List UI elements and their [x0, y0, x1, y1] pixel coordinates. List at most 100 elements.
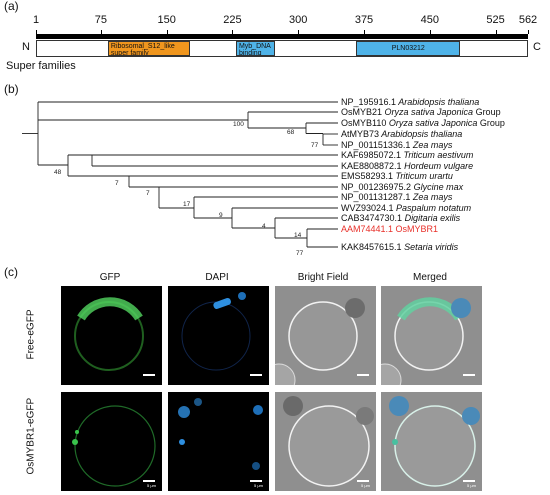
column-title-merged: Merged — [413, 272, 447, 283]
column-title-gfp: GFP — [99, 272, 121, 283]
taxon-label: OsMYB110 Oryza sativa Japonica Group — [341, 118, 505, 128]
tick-label: 450 — [420, 14, 439, 26]
scale-bar — [250, 374, 262, 376]
tree-branches — [22, 101, 338, 248]
taxon-label: NP_001151336.1 Zea mays — [341, 140, 453, 150]
taxon-accession: NP_001131287.1 — [341, 192, 410, 202]
taxon-species: Triticum urartu — [393, 171, 453, 181]
taxon-accession: KAF6985072.1 — [341, 150, 401, 160]
scale-label: 5 μm — [467, 483, 476, 488]
micrograph-osmybr1-egfp-bright-field: 5 μm — [275, 392, 376, 491]
micrograph-free-egfp-gfp — [61, 286, 162, 385]
taxon-label: KAE8808872.1 Hordeum vulgare — [341, 161, 473, 171]
tick-mark — [528, 30, 529, 34]
taxon-label: AAM74441.1 OsMYBR1 — [341, 224, 438, 234]
taxon-label: WVZ93024.1 Paspalum notatum — [341, 203, 472, 213]
scale-label: 5 μm — [361, 483, 370, 488]
n-terminus-label: N — [22, 41, 30, 53]
cell-outline — [275, 298, 365, 385]
taxon-species: Setaria viridis — [402, 242, 459, 252]
domain-1: Ribosomal_S12_like super family — [107, 41, 191, 56]
micrograph-free-egfp-bright-field — [275, 286, 376, 385]
taxon-suffix: Group — [473, 107, 501, 117]
tick-label: 375 — [354, 14, 374, 26]
micrograph-osmybr1-egfp-gfp: 5 μm — [61, 392, 162, 491]
dapi-signal — [181, 292, 251, 371]
tick-label: 525 — [486, 14, 505, 26]
scale-bar — [357, 480, 369, 482]
tick-label: 150 — [157, 14, 176, 26]
gfp-signal — [72, 405, 156, 487]
tick-label: 1 — [32, 14, 40, 26]
column-title-dapi: DAPI — [205, 272, 229, 283]
taxon-accession: EMS58293.1 — [341, 171, 393, 181]
tick-mark — [36, 30, 37, 34]
tick-mark — [298, 30, 300, 34]
taxon-species: Oryza sativa Japonica — [386, 118, 477, 128]
taxon-species: Arabidopsis thaliana — [379, 129, 462, 139]
taxon-accession: NP_195916.1 — [341, 97, 396, 107]
bootstrap-value: 4 — [262, 223, 266, 230]
micrograph-free-egfp-merged — [381, 286, 482, 385]
bootstrap-value: 77 — [296, 250, 304, 257]
sequence-axis — [36, 34, 528, 39]
micrograph-osmybr1-egfp-dapi: 5 μm — [168, 392, 269, 491]
tick-mark — [429, 30, 431, 34]
bootstrap-value: 68 — [287, 129, 295, 136]
c-terminus-label: C — [533, 41, 541, 53]
taxon-accession: OsMYB110 — [341, 118, 386, 128]
row-title-free-egfp: Free-eGFP — [25, 309, 37, 360]
taxon-species: Zea mays — [410, 140, 453, 150]
scale-bar — [143, 480, 155, 482]
bootstrap-value: 17 — [183, 201, 191, 208]
taxon-accession: KAE8808872.1 — [341, 161, 402, 171]
super-families-label: Super families — [6, 60, 76, 72]
taxon-accession: KAK8457615.1 — [341, 242, 402, 252]
taxon-species: Oryza sativa Japonica — [382, 107, 473, 117]
merged-signal — [389, 396, 480, 487]
scale-bar — [463, 480, 475, 482]
tick-mark — [166, 30, 168, 34]
taxon-label: NP_001236975.2 Glycine max — [341, 182, 464, 192]
tick-label: 300 — [289, 14, 308, 26]
taxon-species: Zea mays — [410, 192, 453, 202]
taxon-accession: WVZ93024.1 — [341, 203, 394, 213]
taxon-label: EMS58293.1 Triticum urartu — [341, 171, 453, 181]
taxon-species: Arabidopsis thaliana — [396, 97, 479, 107]
tick-mark — [232, 30, 234, 34]
merged-signal — [381, 297, 471, 385]
bootstrap-value: 9 — [219, 212, 223, 219]
taxon-label: OsMYB21 Oryza sativa Japonica Group — [341, 107, 501, 117]
scale-label: 5 μm — [147, 483, 156, 488]
tick-label: 562 — [518, 14, 538, 26]
domain-3: PLN03212 — [356, 41, 461, 56]
taxon-labels: NP_195916.1 Arabidopsis thalianaOsMYB21 … — [341, 97, 505, 252]
tick-label: 225 — [223, 14, 242, 26]
taxon-species: Glycine max — [411, 182, 464, 192]
dapi-signal — [178, 398, 263, 470]
tick-label: 75 — [94, 14, 108, 26]
tick-mark — [495, 30, 497, 34]
gfp-signal — [74, 297, 144, 371]
bootstrap-value: 48 — [54, 169, 62, 176]
bootstrap-value: 7 — [146, 190, 150, 197]
taxon-species: Digitaria exilis — [402, 213, 461, 223]
scale-bar — [357, 374, 369, 376]
taxon-label: CAB3474730.1 Digitaria exilis — [341, 213, 461, 223]
cell-outline — [283, 396, 374, 487]
taxon-suffix: Group — [477, 118, 505, 128]
scale-bar — [250, 480, 262, 482]
taxon-label: NP_001131287.1 Zea mays — [341, 192, 453, 202]
row-title-osmybr1-egfp: OsMYBR1-eGFP — [25, 397, 37, 475]
tick-mark — [100, 30, 102, 34]
domain-2: Myb_DNA binding — [235, 41, 276, 56]
taxon-accession: NP_001236975.2 — [341, 182, 411, 192]
bootstrap-value: 77 — [311, 142, 319, 149]
taxon-species: Triticum aestivum — [401, 150, 474, 160]
tick-mark — [364, 30, 365, 34]
panel-b-label: (b) — [4, 82, 19, 96]
taxon-species: Paspalum notatum — [394, 203, 472, 213]
micrograph-osmybr1-egfp-merged: 5 μm — [381, 392, 482, 491]
